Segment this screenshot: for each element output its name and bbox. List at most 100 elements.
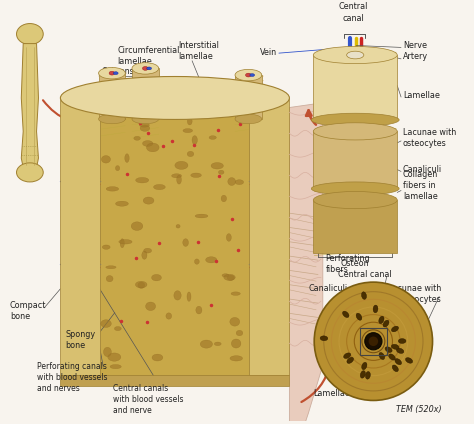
Ellipse shape — [214, 342, 221, 346]
Ellipse shape — [250, 74, 255, 76]
Bar — [360, 328, 387, 354]
Ellipse shape — [231, 339, 241, 348]
Ellipse shape — [99, 114, 125, 124]
Text: Perforating canals
with blood vessels
and nerves: Perforating canals with blood vessels an… — [36, 362, 107, 393]
Ellipse shape — [209, 136, 216, 139]
Ellipse shape — [192, 136, 197, 145]
Ellipse shape — [396, 348, 404, 353]
Ellipse shape — [313, 123, 397, 140]
Ellipse shape — [187, 151, 194, 156]
Ellipse shape — [196, 306, 202, 314]
Ellipse shape — [235, 114, 262, 124]
Text: Central canals
with blood vessels
and nerve: Central canals with blood vessels and ne… — [113, 384, 183, 416]
Text: Periosteum:
Outer fibrous
layer: Periosteum: Outer fibrous layer — [326, 155, 379, 187]
Ellipse shape — [125, 154, 129, 162]
Polygon shape — [132, 68, 159, 119]
Ellipse shape — [17, 163, 43, 182]
Polygon shape — [290, 103, 323, 424]
Ellipse shape — [392, 326, 399, 332]
Circle shape — [314, 282, 433, 400]
Ellipse shape — [113, 72, 118, 75]
Ellipse shape — [227, 234, 231, 241]
Ellipse shape — [392, 344, 399, 349]
Ellipse shape — [110, 365, 121, 369]
Ellipse shape — [195, 214, 208, 218]
Ellipse shape — [360, 371, 365, 378]
Ellipse shape — [143, 67, 148, 70]
Ellipse shape — [134, 136, 140, 140]
Ellipse shape — [236, 330, 243, 336]
Text: TEM (520x): TEM (520x) — [396, 405, 442, 414]
Ellipse shape — [187, 117, 192, 125]
Ellipse shape — [398, 339, 406, 343]
Ellipse shape — [175, 162, 188, 169]
Text: Lamellae: Lamellae — [313, 389, 350, 398]
Text: Central
canal: Central canal — [338, 3, 368, 22]
Text: Canaliculi: Canaliculi — [309, 285, 347, 293]
Ellipse shape — [194, 259, 199, 264]
Ellipse shape — [230, 318, 240, 326]
Ellipse shape — [120, 239, 124, 248]
Ellipse shape — [172, 174, 182, 178]
Text: Canaliculi: Canaliculi — [403, 165, 442, 174]
Circle shape — [369, 337, 378, 346]
Ellipse shape — [362, 363, 367, 370]
Ellipse shape — [362, 292, 366, 299]
Ellipse shape — [389, 354, 395, 360]
Text: Blood vessels
in periosteum: Blood vessels in periosteum — [326, 227, 382, 247]
Ellipse shape — [139, 123, 149, 127]
Ellipse shape — [154, 184, 165, 190]
Text: Nerve: Nerve — [403, 41, 427, 50]
Polygon shape — [313, 200, 397, 253]
Text: Spongy
bone: Spongy bone — [65, 330, 95, 350]
Text: Central canal: Central canal — [338, 270, 392, 279]
Ellipse shape — [392, 365, 398, 371]
Ellipse shape — [174, 291, 181, 300]
Ellipse shape — [176, 224, 180, 228]
Ellipse shape — [395, 359, 401, 365]
Ellipse shape — [235, 70, 262, 81]
Ellipse shape — [101, 156, 110, 163]
Text: Inner layer
containing
osteoblasts: Inner layer containing osteoblasts — [326, 193, 372, 225]
Ellipse shape — [119, 240, 132, 244]
Text: Osteon: Osteon — [341, 259, 370, 268]
Ellipse shape — [136, 281, 147, 288]
Ellipse shape — [187, 292, 191, 301]
Ellipse shape — [106, 276, 113, 282]
Polygon shape — [249, 98, 290, 375]
Ellipse shape — [228, 178, 236, 185]
Ellipse shape — [224, 274, 235, 280]
Text: Vein: Vein — [260, 47, 277, 57]
Ellipse shape — [320, 336, 328, 340]
Polygon shape — [60, 375, 290, 386]
Ellipse shape — [146, 143, 159, 152]
Ellipse shape — [116, 201, 128, 206]
Ellipse shape — [166, 313, 172, 319]
Ellipse shape — [211, 162, 223, 169]
Ellipse shape — [365, 371, 370, 379]
Text: Interstitial
lamellae: Interstitial lamellae — [178, 41, 219, 61]
Ellipse shape — [140, 125, 150, 131]
Ellipse shape — [383, 320, 389, 327]
Ellipse shape — [235, 180, 244, 184]
Ellipse shape — [200, 340, 212, 348]
Ellipse shape — [132, 63, 159, 74]
Circle shape — [365, 333, 382, 350]
Ellipse shape — [356, 313, 362, 320]
Ellipse shape — [142, 251, 147, 259]
Ellipse shape — [311, 182, 399, 195]
Ellipse shape — [222, 274, 229, 277]
Ellipse shape — [17, 24, 43, 45]
Polygon shape — [235, 75, 262, 119]
Text: Compact
bone: Compact bone — [10, 301, 46, 321]
Polygon shape — [313, 131, 397, 189]
Ellipse shape — [246, 73, 251, 77]
Polygon shape — [99, 73, 125, 119]
Ellipse shape — [114, 326, 121, 331]
Ellipse shape — [219, 170, 224, 174]
Ellipse shape — [146, 302, 155, 310]
Ellipse shape — [152, 354, 163, 361]
Ellipse shape — [143, 197, 154, 204]
Text: Osteons: Osteons — [101, 67, 134, 76]
Ellipse shape — [346, 51, 364, 59]
